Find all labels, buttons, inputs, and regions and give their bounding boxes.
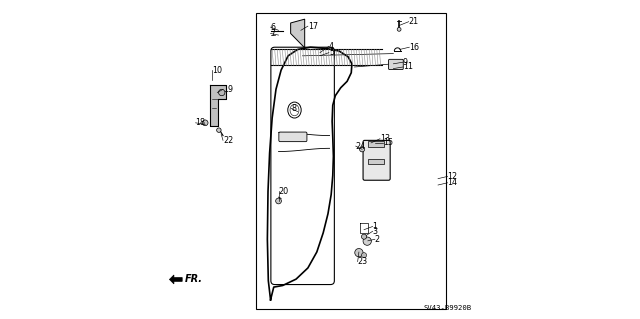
Text: 18: 18 — [196, 118, 205, 127]
Text: 16: 16 — [410, 43, 419, 52]
FancyBboxPatch shape — [363, 140, 390, 180]
Circle shape — [355, 249, 363, 257]
Bar — [369, 141, 385, 147]
FancyBboxPatch shape — [388, 59, 403, 70]
Text: 12: 12 — [447, 172, 458, 181]
Text: 19: 19 — [223, 85, 233, 94]
Text: 24: 24 — [356, 142, 366, 151]
Text: 1: 1 — [372, 222, 378, 231]
Circle shape — [397, 27, 401, 31]
Text: 21: 21 — [409, 17, 419, 26]
Circle shape — [362, 234, 367, 239]
Polygon shape — [170, 275, 182, 284]
Text: 15: 15 — [383, 138, 394, 147]
Text: 7: 7 — [271, 29, 276, 38]
Circle shape — [218, 89, 225, 96]
Polygon shape — [210, 85, 226, 126]
Bar — [369, 159, 385, 164]
Circle shape — [362, 253, 367, 258]
Text: 4: 4 — [329, 42, 334, 51]
Text: 10: 10 — [212, 66, 223, 75]
Text: 23: 23 — [358, 257, 368, 266]
Circle shape — [363, 237, 371, 245]
Circle shape — [202, 120, 208, 126]
Text: 22: 22 — [223, 136, 233, 145]
Circle shape — [360, 147, 365, 152]
Text: 13: 13 — [380, 134, 390, 143]
Text: 20: 20 — [278, 187, 289, 196]
Text: FR.: FR. — [184, 274, 202, 285]
Text: SV43-B9920B: SV43-B9920B — [424, 305, 472, 311]
FancyBboxPatch shape — [279, 132, 307, 142]
Circle shape — [276, 198, 282, 204]
Text: 9: 9 — [403, 58, 408, 67]
Text: 8: 8 — [291, 104, 296, 113]
Text: 3: 3 — [372, 227, 378, 236]
Circle shape — [217, 128, 221, 132]
Text: 17: 17 — [308, 22, 318, 31]
Text: 6: 6 — [271, 23, 276, 32]
Text: 11: 11 — [403, 63, 413, 71]
Polygon shape — [291, 19, 305, 48]
Text: 14: 14 — [447, 178, 458, 187]
Text: 5: 5 — [329, 48, 334, 57]
Bar — [256, 13, 446, 309]
Text: 2: 2 — [375, 235, 380, 244]
